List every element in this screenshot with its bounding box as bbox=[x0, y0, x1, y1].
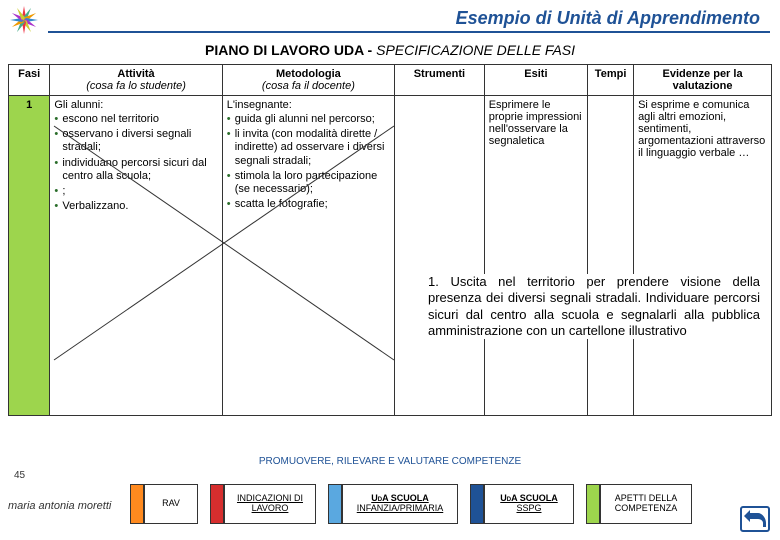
slide-number: 45 bbox=[14, 470, 25, 481]
logo-icon bbox=[8, 4, 40, 36]
cell-tempi bbox=[588, 96, 634, 416]
cell-strumenti bbox=[395, 96, 485, 416]
subtitle-left: PIANO DI LAVORO UDA - bbox=[205, 42, 372, 58]
list-item: guida gli alunni nel percorso; bbox=[227, 113, 390, 126]
footer-text: PROMUOVERE, RILEVARE E VALUTARE COMPETEN… bbox=[8, 456, 772, 467]
th-fasi: Fasi bbox=[9, 65, 50, 96]
uda-table: Fasi Attività(cosa fa lo studente) Metod… bbox=[8, 64, 772, 416]
list-item: individuano percorsi sicuri dal centro a… bbox=[54, 157, 217, 183]
list-item: li invita (con modalità dirette / indire… bbox=[227, 128, 390, 168]
th-metodologia: Metodologia(cosa fa il docente) bbox=[222, 65, 394, 96]
list-item: osservano i diversi segnali stradali; bbox=[54, 128, 217, 154]
block-aspetti[interactable]: APETTI DELLACOMPETENZA bbox=[586, 484, 692, 524]
block-uda-sspg[interactable]: UdA SCUOLASSPG bbox=[470, 484, 574, 524]
overlay-text: 1. Uscita nel territorio per prendere vi… bbox=[426, 274, 762, 339]
cell-esiti: Esprimere le proprie impressioni nell'os… bbox=[484, 96, 587, 416]
return-button[interactable] bbox=[740, 506, 770, 532]
th-tempi: Tempi bbox=[588, 65, 634, 96]
block-rav[interactable]: RAV bbox=[130, 484, 198, 524]
th-attivita: Attività(cosa fa lo studente) bbox=[50, 65, 222, 96]
cell-evidenze: Si esprime e comunica agli altri emozion… bbox=[634, 96, 772, 416]
cell-fase: 1 bbox=[9, 96, 50, 416]
th-evidenze: Evidenze per la valutazione bbox=[634, 65, 772, 96]
list-item: Verbalizzano. bbox=[54, 200, 217, 213]
subtitle: PIANO DI LAVORO UDA - SPECIFICAZIONE DEL… bbox=[0, 42, 780, 58]
subtitle-right: SPECIFICAZIONE DELLE FASI bbox=[376, 42, 575, 58]
block-uda-infanzia[interactable]: UdA SCUOLAINFANZIA/PRIMARIA bbox=[328, 484, 458, 524]
list-item: escono nel territorio bbox=[54, 113, 217, 126]
th-strumenti: Strumenti bbox=[395, 65, 485, 96]
block-indicazioni[interactable]: INDICAZIONI DILAVORO bbox=[210, 484, 316, 524]
cell-metodologia: L'insegnante: guida gli alunni nel perco… bbox=[222, 96, 394, 416]
list-item: ; bbox=[54, 185, 217, 198]
th-esiti: Esiti bbox=[484, 65, 587, 96]
cell-attivita: Gli alunni: escono nel territorio osserv… bbox=[50, 96, 222, 416]
list-item: scatta le fotografie; bbox=[227, 198, 390, 211]
author-text: maria antonia moretti bbox=[8, 500, 111, 512]
list-item: stimola la loro partecipazione (se neces… bbox=[227, 170, 390, 196]
page-title: Esempio di Unità di Apprendimento bbox=[48, 8, 770, 33]
